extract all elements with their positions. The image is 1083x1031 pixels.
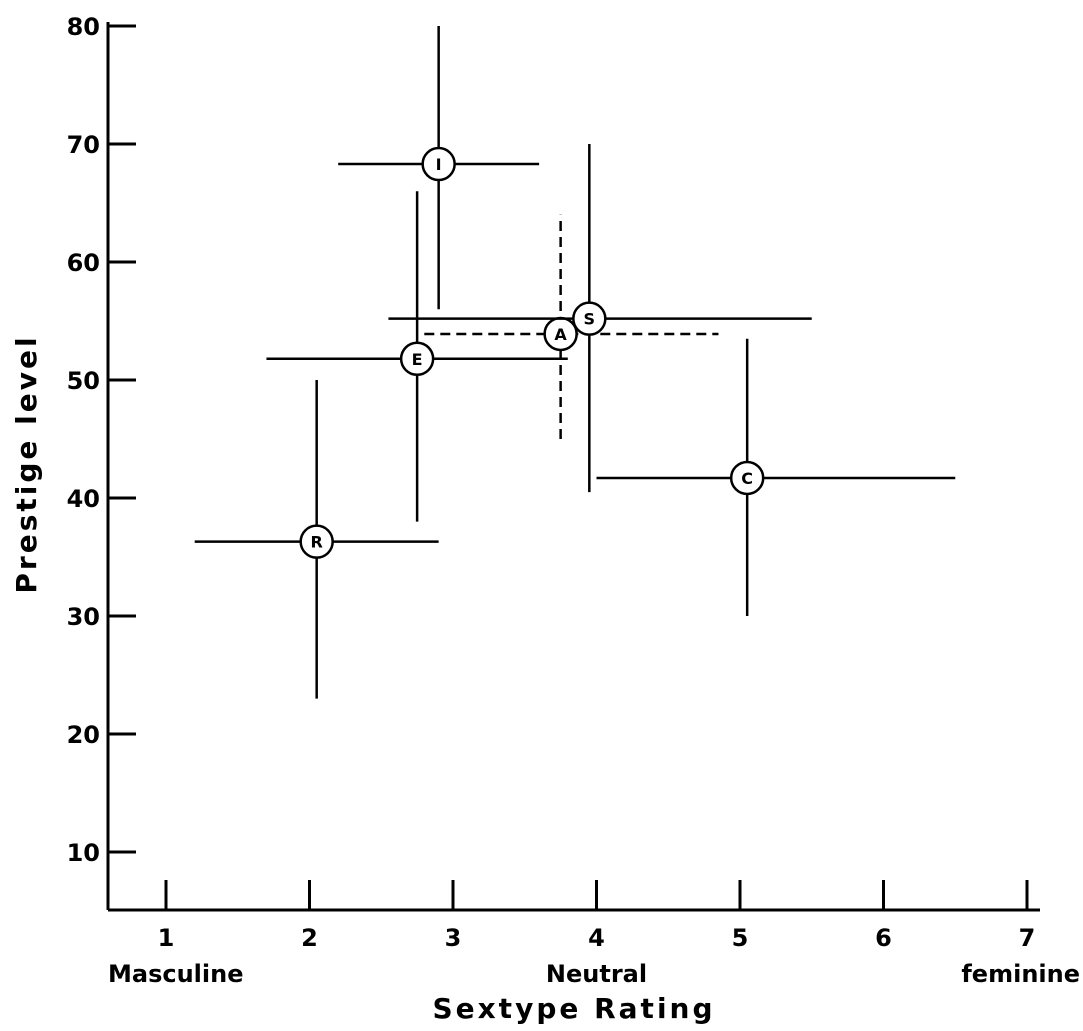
y-tick-label: 80: [67, 13, 100, 41]
axes: [106, 22, 1040, 912]
point-marker: [299, 524, 334, 559]
x-tick-label: 2: [301, 924, 318, 952]
y-tick-label: 70: [67, 131, 100, 159]
data-points: R I E AS C: [194, 26, 956, 699]
y-tick-label: 30: [67, 603, 100, 631]
data-point-I: I: [338, 26, 540, 310]
data-point-R: R: [194, 380, 439, 699]
x-tick-label: 6: [875, 924, 892, 952]
point-label: R: [311, 533, 323, 552]
y-tick-label: 50: [67, 367, 100, 395]
data-point-A: A: [424, 214, 719, 439]
y-ticks: 10 20 30 40 50 60 70 80: [67, 13, 136, 867]
x-ticks: 1 2 3 4 5 6 7 Masculine Neutral feminine: [108, 880, 1080, 988]
data-point-E: E: [266, 191, 568, 522]
point-marker: [572, 301, 607, 336]
x-axis-title: Sextype Rating: [432, 992, 715, 1025]
x-tick-label: 5: [732, 924, 749, 952]
data-point-C: C: [596, 338, 956, 616]
point-label: S: [584, 310, 596, 329]
point-marker: [399, 341, 435, 377]
point-label: E: [412, 350, 423, 369]
point-label: C: [741, 469, 753, 488]
x-category-label: feminine: [961, 960, 1080, 988]
data-point-S: S: [388, 144, 812, 493]
y-tick-label: 10: [67, 839, 100, 867]
y-tick-label: 60: [67, 249, 100, 277]
x-category-label: Masculine: [108, 960, 244, 988]
y-axis-title: Prestige level: [10, 334, 43, 593]
x-tick-label: 4: [588, 924, 605, 952]
point-marker: [729, 460, 765, 496]
point-label: I: [436, 155, 442, 174]
y-tick-label: 40: [67, 485, 100, 513]
y-tick-label: 20: [67, 721, 100, 749]
point-label: A: [554, 325, 567, 344]
x-tick-label: 7: [1019, 924, 1036, 952]
x-tick-label: 3: [445, 924, 462, 952]
point-marker: [421, 146, 456, 182]
x-category-label: Neutral: [546, 960, 647, 988]
x-tick-label: 1: [158, 924, 175, 952]
